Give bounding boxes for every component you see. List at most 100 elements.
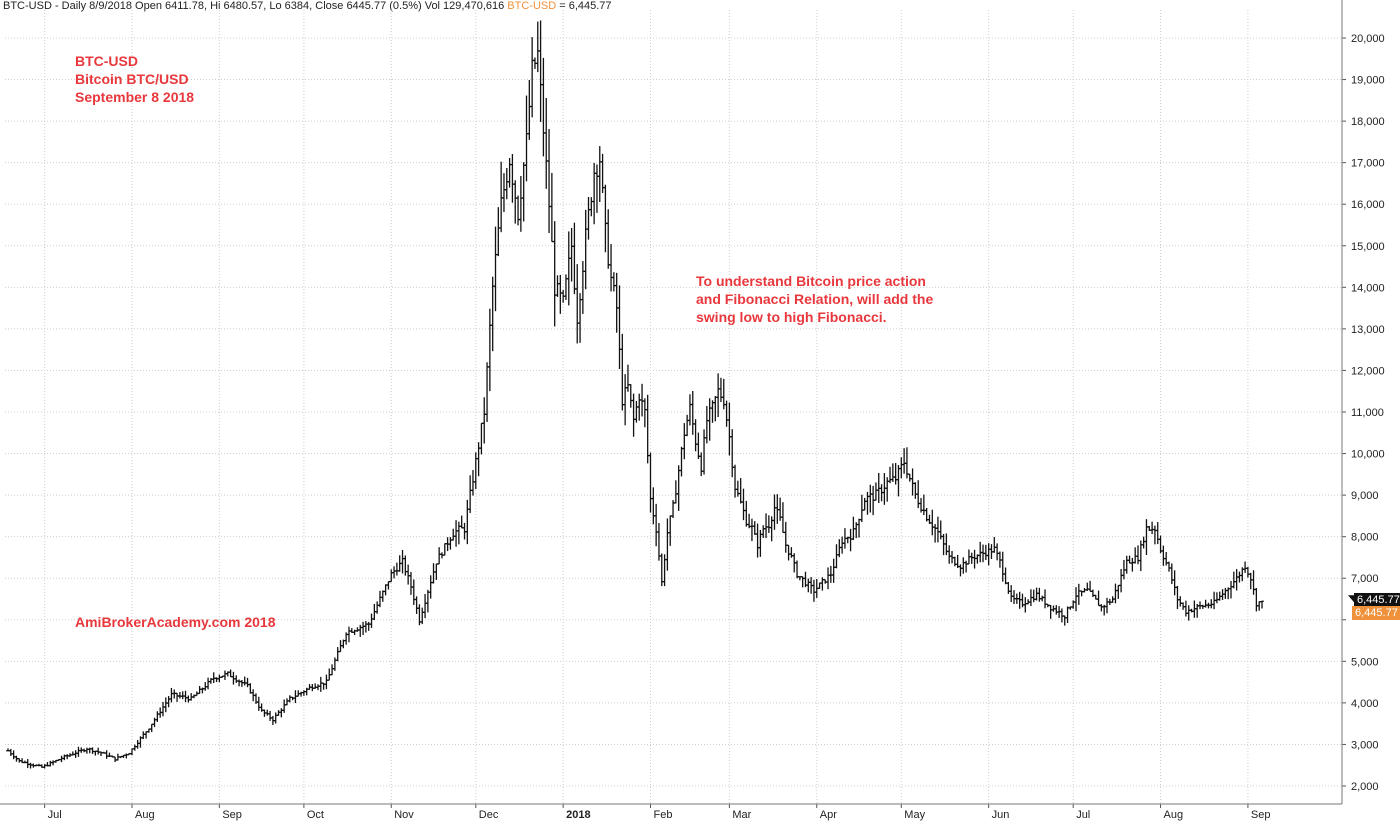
- price-bar: [378, 590, 382, 608]
- price-bar: [217, 674, 222, 683]
- price-bar: [490, 276, 495, 352]
- price-bar: [411, 579, 416, 605]
- price-layer: [6, 20, 1264, 769]
- price-bar: [541, 57, 546, 157]
- price-bar: [699, 452, 704, 477]
- price-bar: [279, 708, 284, 718]
- price-bar: [958, 564, 963, 577]
- price-bar: [727, 402, 732, 456]
- price-bar: [569, 228, 574, 282]
- price-bar: [702, 429, 706, 475]
- price-bar: [783, 521, 788, 553]
- price-bar: [583, 209, 588, 290]
- price-bar: [910, 468, 915, 496]
- price-bar: [637, 393, 642, 421]
- price-bar: [51, 760, 55, 766]
- price-bar: [302, 690, 306, 696]
- price-bar: [806, 578, 811, 593]
- price-bar: [1062, 615, 1067, 626]
- price-bar: [741, 488, 746, 521]
- chart-header-value: = 6,445.77: [556, 0, 612, 12]
- price-bar: [679, 446, 684, 477]
- price-bar: [857, 518, 861, 538]
- y-tick-label: 16,000: [1351, 199, 1385, 211]
- price-bar: [645, 394, 650, 464]
- price-bar: [1254, 588, 1259, 612]
- price-bar: [265, 709, 270, 716]
- price-bar: [442, 543, 447, 556]
- price-bar: [161, 701, 165, 717]
- price-bar: [166, 696, 171, 708]
- x-tick-label: Aug: [1164, 809, 1184, 821]
- price-bar: [234, 675, 239, 683]
- price-bar: [1048, 604, 1053, 619]
- y-tick-label: 11,000: [1351, 407, 1384, 419]
- price-bar: [781, 502, 785, 534]
- y-tick-label: 17,000: [1351, 158, 1385, 170]
- price-bar: [406, 564, 410, 585]
- price-bar: [933, 524, 937, 543]
- price-bar: [1172, 570, 1177, 596]
- price-bar: [431, 563, 436, 584]
- annotation-line: September 8 2018: [75, 89, 195, 105]
- x-tick-label: Apr: [820, 809, 837, 821]
- price-bar: [206, 677, 210, 690]
- price-bar: [755, 523, 760, 558]
- price-bar: [1141, 536, 1146, 549]
- price-bar: [282, 699, 286, 713]
- price-bar: [524, 95, 529, 182]
- price-bar: [1034, 587, 1039, 601]
- price-bar: [347, 626, 351, 643]
- price-bar: [496, 207, 501, 257]
- price-bar: [248, 683, 253, 694]
- price-bar: [473, 452, 478, 490]
- price-bar: [767, 515, 771, 533]
- price-bar: [578, 293, 582, 343]
- middle-annotation: To understand Bitcoin price action and F…: [696, 272, 933, 326]
- price-bar: [1116, 584, 1121, 599]
- price-bar: [786, 544, 791, 561]
- y-tick-label: 8,000: [1351, 532, 1379, 544]
- price-bar: [1124, 555, 1129, 574]
- x-tick-label: Oct: [307, 809, 324, 821]
- price-bar: [685, 414, 689, 437]
- price-bar: [888, 466, 892, 484]
- price-bar: [324, 674, 329, 690]
- price-bar: [457, 521, 461, 545]
- price-bar: [552, 221, 557, 327]
- y-tick-label: 18,000: [1351, 116, 1385, 128]
- price-bar: [868, 484, 873, 513]
- price-bar: [1040, 595, 1044, 602]
- price-bar: [183, 690, 188, 703]
- price-bar: [922, 494, 926, 516]
- price-bar: [1260, 600, 1264, 609]
- price-bar: [631, 393, 636, 437]
- price-bar: [964, 560, 968, 573]
- price-bar: [164, 697, 168, 713]
- price-bar: [1000, 551, 1005, 582]
- price-bar: [287, 695, 292, 703]
- x-tick-label: Feb: [653, 809, 672, 821]
- price-bar: [1105, 597, 1109, 614]
- price-bar: [65, 754, 69, 760]
- price-bar: [1054, 605, 1059, 615]
- price-bar: [651, 487, 656, 525]
- price-bar: [214, 677, 219, 683]
- price-bar: [155, 711, 160, 722]
- price-bar: [688, 394, 692, 426]
- price-bar: [654, 503, 658, 547]
- price-bar: [149, 723, 154, 733]
- price-bar: [454, 520, 458, 547]
- price-bar: [696, 432, 701, 459]
- price-bar: [984, 544, 988, 561]
- price-bar: [1167, 561, 1171, 572]
- price-bar: [330, 664, 334, 676]
- y-tick-label: 19,000: [1351, 75, 1385, 87]
- price-bar: [423, 593, 427, 619]
- price-bar: [1170, 563, 1174, 585]
- x-tick-label: Mar: [732, 809, 751, 821]
- price-bar: [972, 549, 977, 569]
- price-bar: [223, 670, 227, 680]
- price-bar: [448, 537, 453, 550]
